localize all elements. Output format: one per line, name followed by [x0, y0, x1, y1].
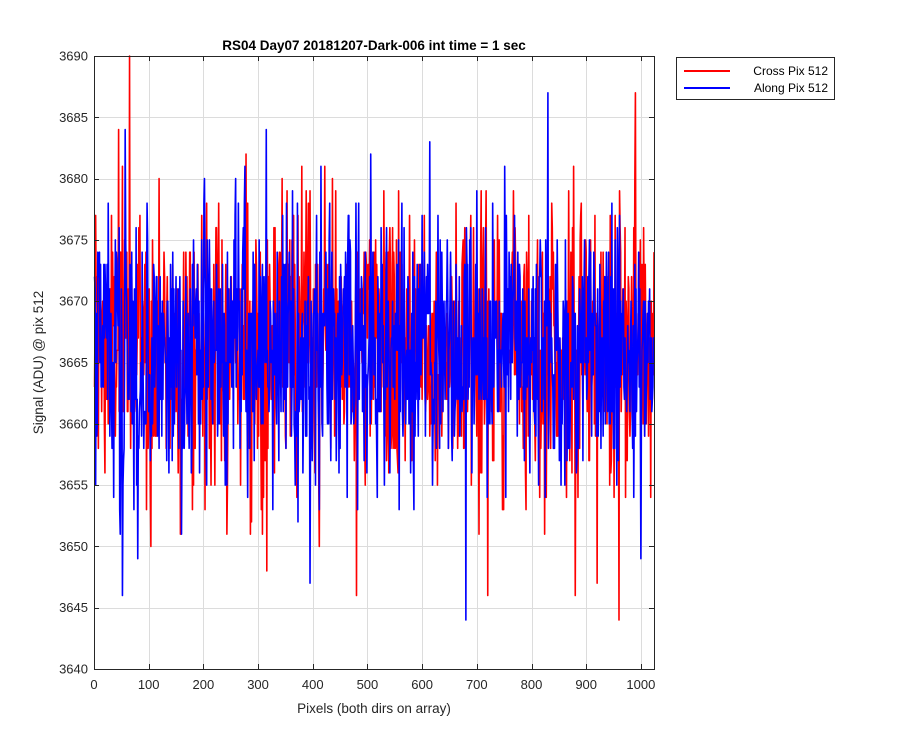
- y-tick-label: 3685: [59, 110, 88, 125]
- y-tick-label: 3650: [59, 539, 88, 554]
- x-tick-label: 600: [411, 677, 433, 692]
- legend-label-along: Along Pix 512: [754, 81, 828, 95]
- y-tick-label: 3665: [59, 355, 88, 370]
- x-tick-label: 100: [138, 677, 160, 692]
- legend-label-cross: Cross Pix 512: [753, 64, 828, 78]
- y-tick-label: 3690: [59, 49, 88, 64]
- x-tick-label: 200: [193, 677, 215, 692]
- x-tick-label: 0: [90, 677, 97, 692]
- x-tick-label: 700: [466, 677, 488, 692]
- x-tick-label: 500: [357, 677, 379, 692]
- chart-title: RS04 Day07 20181207-Dark-006 int time = …: [222, 38, 526, 53]
- y-axis-title: Signal (ADU) @ pix 512: [31, 291, 46, 435]
- y-tick-label: 3645: [59, 600, 88, 615]
- y-tick-label: 3660: [59, 416, 88, 431]
- x-tick-label: 800: [521, 677, 543, 692]
- y-tick-label: 3675: [59, 232, 88, 247]
- legend-box: [676, 57, 835, 100]
- x-axis-title: Pixels (both dirs on array): [297, 701, 451, 716]
- ticks: 0 100 200 300 400 500 600 700 800 900 1000 3640 3645…: [59, 49, 655, 693]
- y-tick-label: 3640: [59, 662, 88, 677]
- x-tick-label: 1000: [626, 677, 655, 692]
- legend: Cross Pix 512 Along Pix 512: [676, 57, 835, 100]
- x-tick-label: 900: [575, 677, 597, 692]
- y-tick-label: 3655: [59, 478, 88, 493]
- y-tick-label: 3680: [59, 171, 88, 186]
- x-tick-label: 300: [247, 677, 269, 692]
- series-line-along: [93, 91, 655, 621]
- series-layer: [93, 55, 655, 621]
- y-tick-label: 3670: [59, 294, 88, 309]
- x-tick-label: 400: [302, 677, 324, 692]
